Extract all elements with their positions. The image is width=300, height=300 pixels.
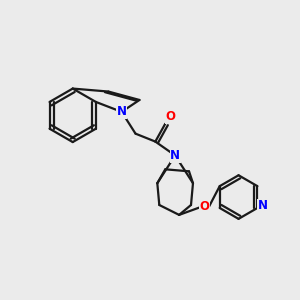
Text: N: N	[117, 105, 127, 119]
Text: N: N	[170, 149, 180, 162]
Text: N: N	[257, 200, 267, 212]
Text: O: O	[200, 200, 210, 214]
Text: O: O	[165, 110, 175, 123]
